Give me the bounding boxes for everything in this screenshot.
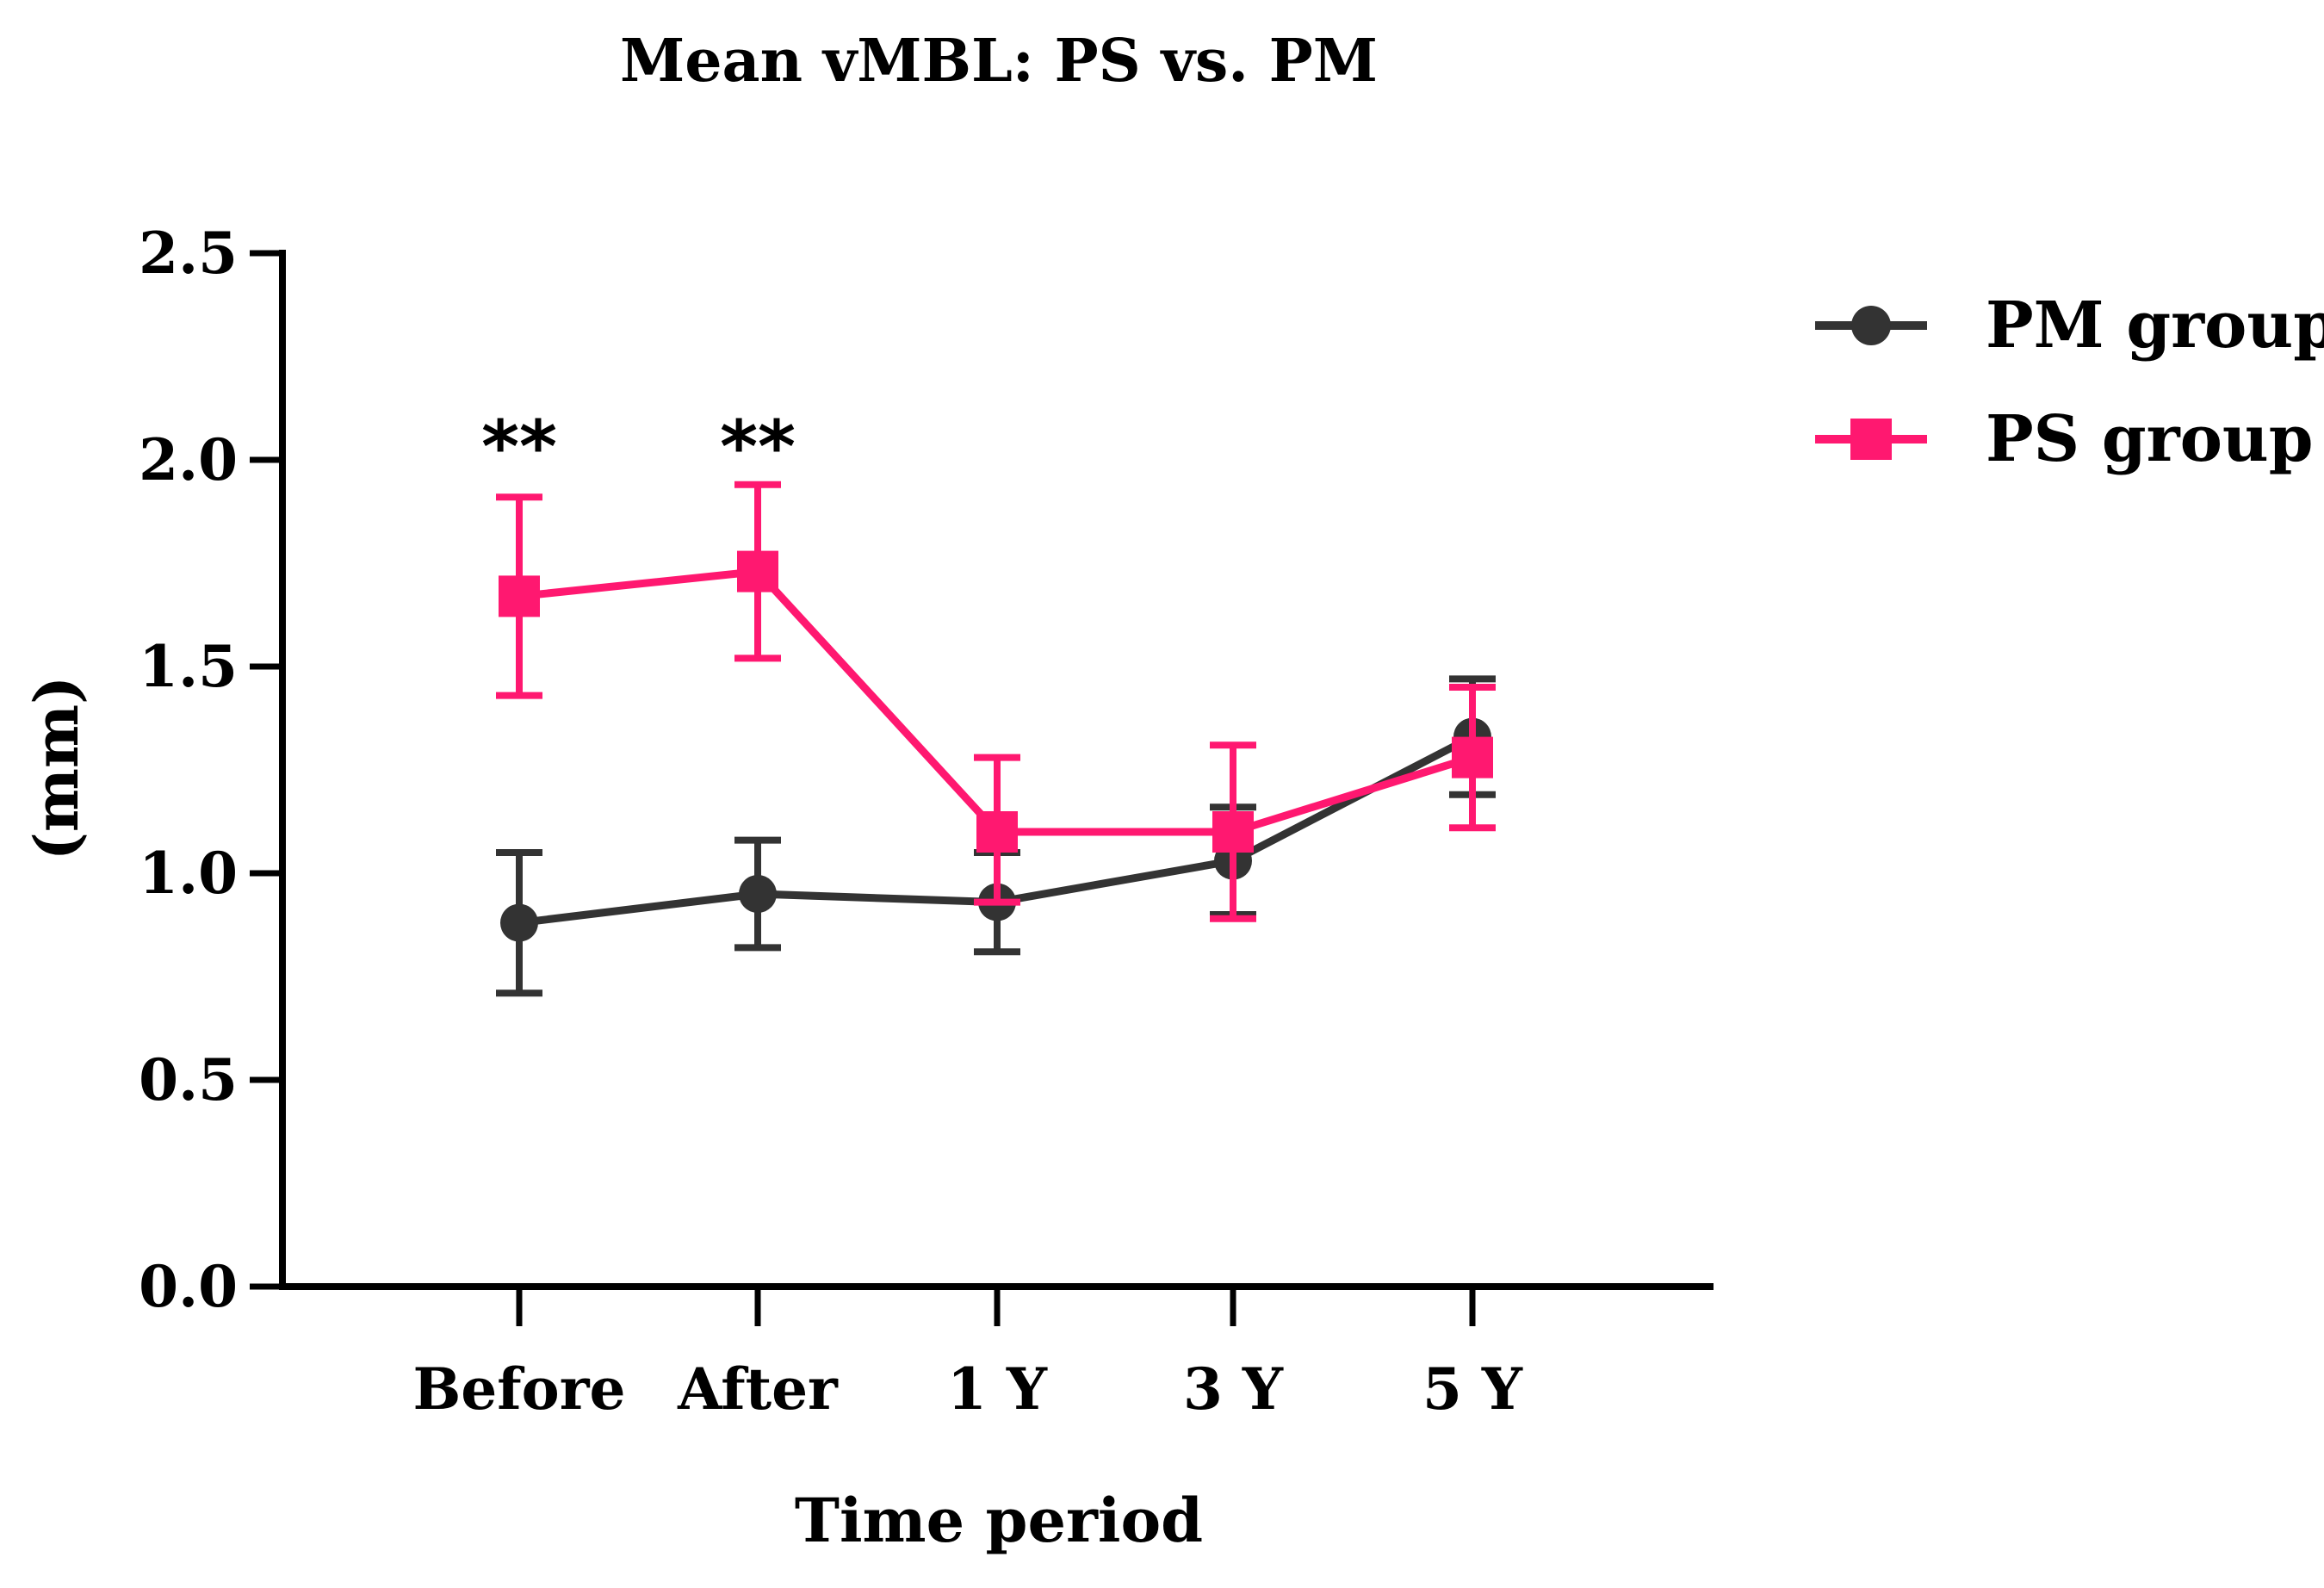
- x-tick-label: 3 Y: [1183, 1355, 1284, 1423]
- legend: PM group PS group: [1815, 288, 2324, 476]
- y-tick-label: 2.0: [139, 426, 238, 493]
- legend-item: PM group: [1815, 288, 2324, 363]
- data-point-circle: [500, 903, 538, 942]
- x-tick-label: 5 Y: [1422, 1355, 1523, 1423]
- x-axis-label: Time period: [795, 1485, 1203, 1556]
- chart-title: Mean vMBL: PS vs. PM: [620, 27, 1378, 96]
- y-tick-label: 0.5: [139, 1046, 238, 1113]
- x-tick-label: 1 Y: [947, 1355, 1048, 1423]
- x-tick-label: After: [677, 1355, 839, 1423]
- y-tick-label: 0.0: [139, 1253, 238, 1320]
- legend-label: PS group: [1986, 402, 2313, 476]
- legend-marker-square: [1850, 419, 1892, 460]
- significance-marker: **: [720, 405, 796, 489]
- data-point-circle: [739, 875, 777, 913]
- y-tick-label: 2.5: [139, 220, 238, 287]
- y-tick-label: 1.5: [139, 633, 238, 700]
- series-layer: [496, 481, 1496, 997]
- data-point-square: [976, 811, 1018, 853]
- x-tick-label: Before: [413, 1355, 626, 1423]
- legend-label: PM group: [1986, 288, 2324, 363]
- significance-marker: **: [481, 405, 557, 489]
- data-point-square: [1452, 736, 1493, 778]
- series-ps-group: [496, 481, 1496, 922]
- y-tick-label: 1.0: [139, 840, 238, 907]
- annotation-layer: ** **: [481, 405, 796, 489]
- data-point-square: [1212, 811, 1254, 853]
- y-ticks: 0.0 0.5 1.0 1.5 2.0 2.5: [139, 220, 282, 1320]
- x-ticks: Before After 1 Y 3 Y 5 Y: [413, 1287, 1523, 1423]
- data-point-square: [499, 575, 540, 617]
- y-axis-label: (mm): [21, 676, 92, 860]
- legend-marker-circle: [1851, 306, 1891, 345]
- data-point-square: [737, 550, 778, 592]
- legend-item: PS group: [1815, 402, 2313, 476]
